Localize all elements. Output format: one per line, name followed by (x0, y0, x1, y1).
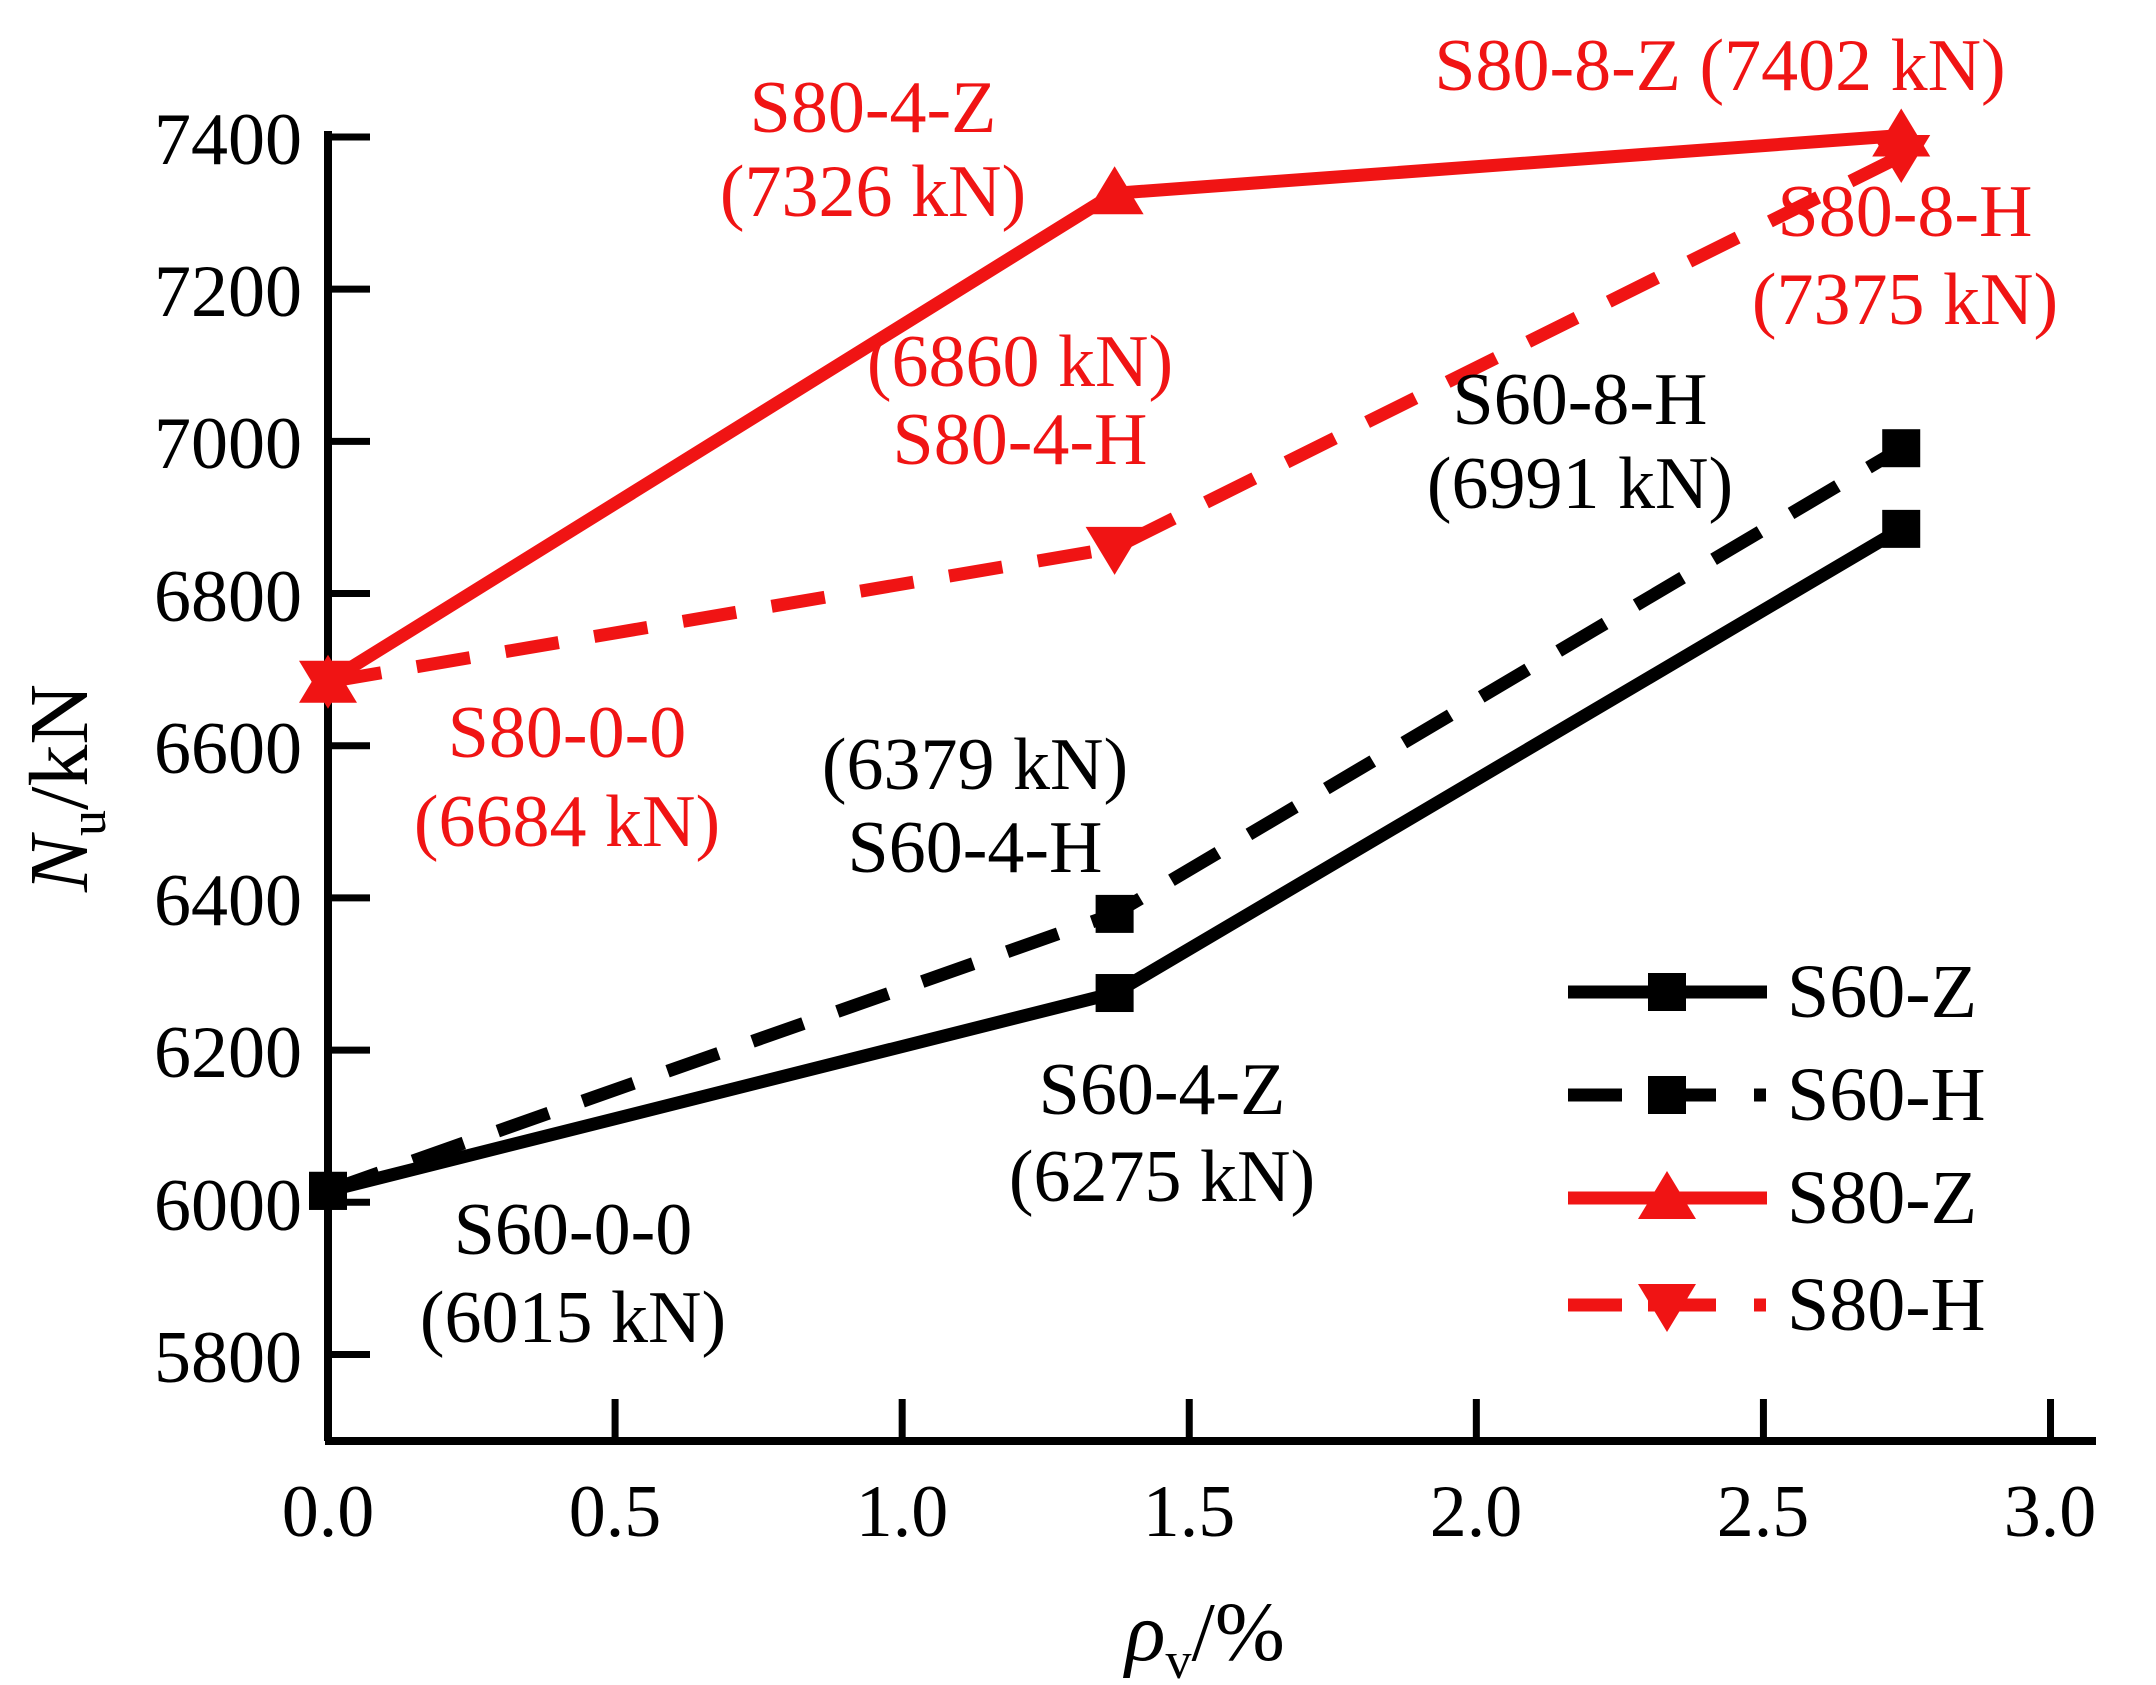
annotation-s60-4-h-name: S60-4-H (847, 807, 1103, 889)
annotation-s80-8-h-value: (7375 kN) (1751, 259, 2059, 341)
annotation-s80-0-0-name: S80-0-0 (447, 692, 687, 774)
annotation-s80-4-z-name: S80-4-Z (749, 67, 997, 149)
marker-S80-Z-1 (1085, 166, 1144, 215)
y-tick-label: 7000 (154, 403, 302, 485)
marker-S60-Z-1 (1095, 974, 1134, 1013)
x-axis-subscript: v (1165, 1632, 1192, 1685)
y-tick-label: 7400 (154, 99, 302, 181)
x-axis-symbol: ρ (1125, 1586, 1166, 1679)
y-tick-label: 6600 (154, 708, 302, 790)
axes (324, 131, 2096, 1445)
y-tick-label: 5800 (154, 1317, 302, 1399)
y-axis-title: Nu/kN (5, 438, 117, 1138)
annotation-s80-4-h-value: (6860 kN) (866, 321, 1174, 403)
y-axis-symbol: N (13, 836, 106, 893)
y-tick-label: 6000 (154, 1165, 302, 1247)
marker-S80-H-1 (1085, 526, 1144, 575)
legend-label-s80-z: S80-Z (1787, 1156, 1977, 1240)
marker-S60-H-1 (1095, 894, 1134, 933)
annotation-s80-4-z-value: (7326 kN) (719, 151, 1027, 233)
marker-S60-H-0 (309, 1171, 347, 1210)
annotation-s60-8-h-value: (6991 kN) (1426, 443, 1734, 525)
y-tick-label: 7200 (154, 251, 302, 333)
legend-marker-S80-H (1638, 1284, 1696, 1332)
legend-label-s80-h: S80-H (1787, 1263, 1986, 1347)
x-axis-title: ρv/% (905, 1578, 1505, 1685)
legend-label-s60-z: S60-Z (1787, 950, 1977, 1034)
annotation-s80-4-h-name: S80-4-H (892, 399, 1148, 481)
legend-marker-S80-Z (1638, 1171, 1696, 1219)
legend-marker-S60-Z (1648, 973, 1686, 1011)
x-tick-label: 1.5 (1142, 1471, 1236, 1553)
series-line-S80-H (326, 150, 1905, 689)
annotation-s80-8-z: S80-8-Z (7402 kN) (1434, 25, 2006, 107)
x-tick-label: 3.0 (2003, 1471, 2097, 1553)
x-tick-label: 1.0 (855, 1471, 949, 1553)
annotation-s60-0-0-name: S60-0-0 (453, 1189, 693, 1271)
annotation-s80-0-0-value: (6684 kN) (413, 781, 721, 863)
marker-S60-Z-2 (1882, 509, 1921, 548)
y-tick-label: 6200 (154, 1012, 302, 1094)
annotation-s80-8-h-name: S80-8-H (1777, 171, 2033, 253)
x-tick-label: 2.5 (1716, 1471, 1810, 1553)
annotation-s60-8-h-name: S60-8-H (1452, 359, 1708, 441)
marker-S80-H-2 (1872, 135, 1931, 184)
y-axis-subscript: u (59, 809, 117, 837)
y-tick-label: 6800 (154, 556, 302, 638)
x-tick-label: 0.5 (568, 1471, 662, 1553)
annotation-s60-4-z-value: (6275 kN) (1008, 1136, 1316, 1218)
x-tick-label: 2.0 (1429, 1471, 1523, 1553)
marker-S60-H-2 (1882, 429, 1921, 468)
annotation-s60-4-h-value: (6379 kN) (821, 724, 1129, 806)
legend-marker-S60-H (1648, 1076, 1686, 1114)
legend-label-s60-h: S60-H (1787, 1053, 1986, 1137)
annotation-s60-4-z-name: S60-4-Z (1038, 1049, 1286, 1131)
y-axis-unit: /kN (13, 683, 106, 810)
marker-S80-H-0 (299, 660, 357, 709)
x-tick-label: 0.0 (281, 1471, 375, 1553)
x-axis-unit: /% (1191, 1586, 1285, 1679)
y-tick-label: 6400 (154, 860, 302, 942)
annotation-s60-0-0-value: (6015 kN) (419, 1277, 727, 1359)
